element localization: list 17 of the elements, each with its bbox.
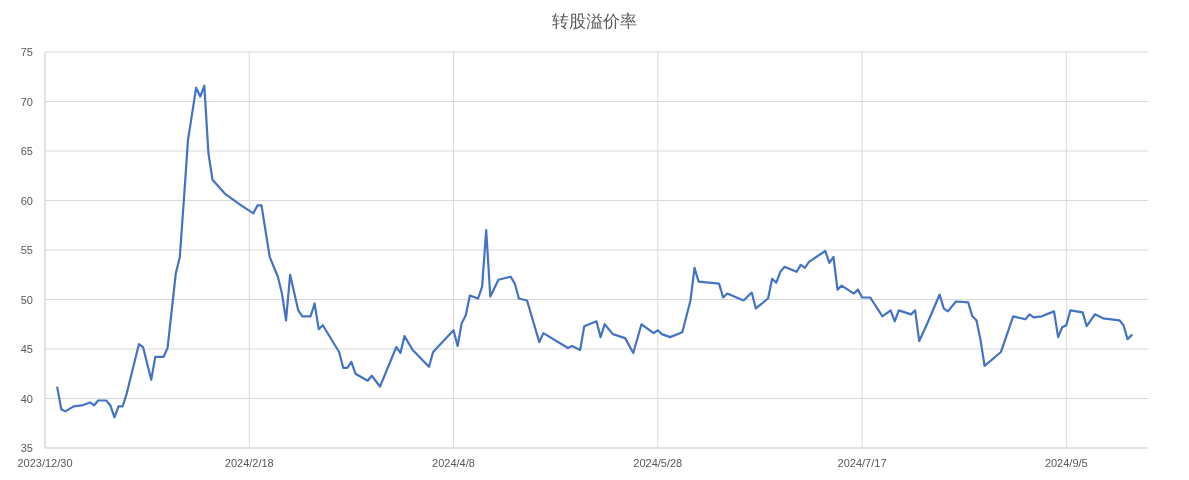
x-tick-label: 2024/5/28 xyxy=(633,457,683,469)
line-series xyxy=(56,84,1133,419)
x-tick-label: 2024/7/17 xyxy=(837,457,887,469)
chart-title: 转股溢价率 xyxy=(552,12,637,31)
y-tick-label: 35 xyxy=(20,442,33,454)
y-tick-label: 65 xyxy=(20,145,33,157)
x-tick-label: 2024/9/5 xyxy=(1044,457,1088,469)
y-tick-label: 45 xyxy=(20,343,33,355)
x-tick-label: 2023/12/30 xyxy=(17,457,73,469)
x-tick-label: 2024/2/18 xyxy=(224,457,274,469)
y-tick-label: 70 xyxy=(20,95,33,108)
x-tick-label: 2024/4/8 xyxy=(432,457,475,469)
y-tick-label: 55 xyxy=(20,244,33,256)
y-tick-label: 50 xyxy=(20,293,33,306)
y-tick-label: 75 xyxy=(20,46,33,58)
y-tick-label: 40 xyxy=(20,392,33,405)
y-tick-label: 60 xyxy=(20,194,33,207)
